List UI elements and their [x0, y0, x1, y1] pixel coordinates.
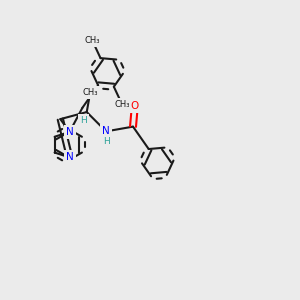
Text: CH₃: CH₃ [82, 88, 98, 97]
Text: CH₃: CH₃ [114, 100, 130, 109]
Text: O: O [131, 101, 139, 111]
Text: CH₃: CH₃ [84, 36, 100, 45]
Text: H: H [80, 116, 87, 125]
Text: N: N [66, 127, 74, 137]
Text: N: N [102, 126, 110, 136]
Text: H: H [103, 137, 110, 146]
Text: N: N [66, 152, 74, 162]
